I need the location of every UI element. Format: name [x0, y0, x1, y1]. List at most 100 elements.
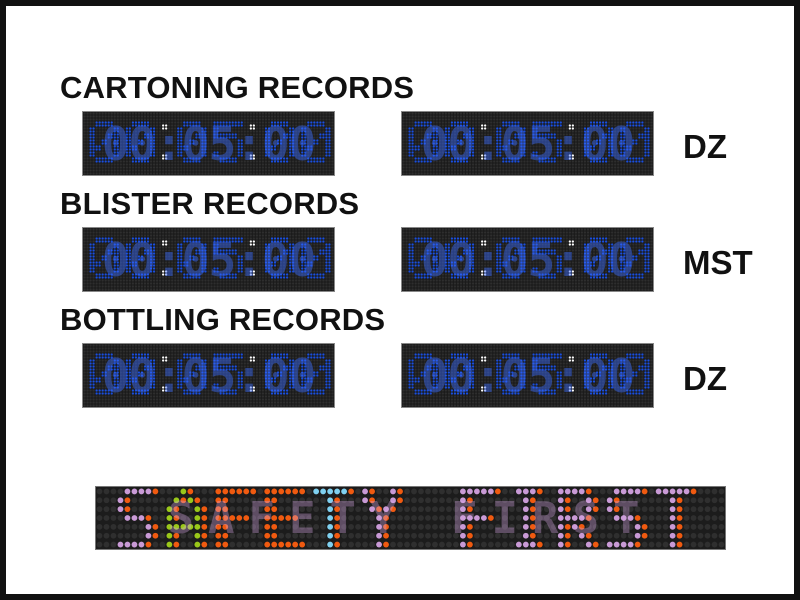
- lit-dot: [152, 255, 156, 258]
- lit-dot: [186, 377, 189, 380]
- lit-dot: [417, 377, 420, 380]
- lit-dot: [623, 139, 626, 142]
- lit-dot: [186, 121, 189, 124]
- lit-dot: [152, 145, 156, 148]
- lit-dot: [165, 386, 168, 389]
- lit-dot: [608, 258, 611, 261]
- lit-dot: [149, 246, 153, 249]
- lit-dot: [131, 121, 135, 124]
- lit-dot: [304, 365, 307, 368]
- lit-dot: [186, 240, 189, 243]
- lit-dot: [204, 267, 207, 270]
- lit-dot: [267, 383, 271, 386]
- lit-dot: [267, 267, 271, 270]
- lit-dot: [629, 276, 632, 279]
- lit-dot: [101, 392, 104, 395]
- lit-dot: [487, 515, 494, 521]
- lit-dot: [620, 371, 623, 374]
- lit-dot: [538, 133, 541, 136]
- lit-dot: [325, 145, 328, 148]
- lit-dot: [414, 124, 417, 127]
- lit-dot: [627, 488, 634, 495]
- lit-dot: [541, 353, 544, 356]
- lit-dot: [270, 353, 274, 356]
- lit-dot: [553, 368, 556, 371]
- lit-dot: [201, 246, 204, 249]
- lit-dot: [423, 273, 426, 276]
- lit-dot: [231, 353, 234, 356]
- lit-dot: [110, 389, 113, 392]
- lit-dot: [620, 136, 623, 139]
- lit-dot: [194, 532, 201, 539]
- lit-dot: [177, 142, 180, 145]
- lit-dot: [264, 365, 268, 368]
- lit-dot: [435, 255, 438, 258]
- lit-dot: [544, 121, 547, 124]
- lit-dot: [137, 160, 141, 163]
- lit-dot: [107, 124, 110, 127]
- lit-dot: [608, 377, 611, 380]
- lit-dot: [301, 154, 304, 157]
- lit-dot: [676, 506, 683, 513]
- lit-dot: [194, 506, 201, 513]
- lit-dot: [289, 133, 292, 136]
- lit-dot: [116, 365, 119, 368]
- lit-dot: [134, 380, 138, 383]
- lit-dot: [152, 365, 156, 368]
- lit-dot: [222, 276, 225, 279]
- lit-dot: [152, 383, 156, 386]
- lit-dot: [149, 136, 153, 139]
- lit-dot: [116, 252, 119, 255]
- lit-dot: [376, 532, 382, 539]
- lit-dot: [116, 136, 119, 139]
- lit-dot: [231, 276, 234, 279]
- lit-dot: [325, 258, 328, 261]
- lit-dot: [201, 252, 204, 255]
- lit-dot: [444, 154, 447, 157]
- lit-dot: [620, 127, 623, 130]
- lit-dot: [514, 276, 517, 279]
- lit-dot: [240, 356, 243, 359]
- lit-dot: [538, 249, 541, 252]
- lit-dot: [228, 389, 231, 392]
- lit-dot: [149, 255, 153, 258]
- lit-dot: [273, 148, 277, 151]
- lit-dot: [435, 154, 438, 157]
- lit-dot: [557, 523, 564, 530]
- lit-dot: [285, 365, 289, 368]
- lit-dot: [556, 383, 559, 386]
- lit-dot: [237, 371, 240, 374]
- lit-dot: [180, 488, 187, 495]
- lit-dot: [237, 380, 240, 383]
- lit-dot: [98, 148, 101, 151]
- lit-dot: [319, 136, 322, 139]
- lit-dot: [137, 371, 141, 374]
- lit-dot: [453, 276, 457, 279]
- lit-dot: [480, 273, 484, 276]
- lit-dot: [128, 368, 132, 371]
- lit-dot: [641, 124, 644, 127]
- lit-dot: [307, 157, 310, 160]
- lit-dot: [426, 237, 429, 240]
- lit-dot: [426, 240, 429, 243]
- lit-dot: [92, 145, 95, 148]
- lit-dot: [632, 139, 635, 142]
- lit-dot: [192, 356, 195, 359]
- lit-dot: [92, 255, 95, 258]
- lit-dot: [301, 374, 304, 377]
- lit-dot: [128, 255, 132, 258]
- lit-dot: [586, 368, 590, 371]
- lit-dot: [568, 154, 571, 157]
- lit-dot: [161, 240, 165, 243]
- lit-dot: [571, 270, 575, 273]
- lit-dot: [532, 124, 535, 127]
- lit-dot: [219, 160, 222, 163]
- lit-dot: [644, 362, 647, 365]
- lit-dot: [414, 353, 417, 356]
- lit-dot: [334, 497, 341, 504]
- lit-dot: [322, 365, 325, 368]
- lit-dot: [520, 142, 523, 145]
- lit-dot: [423, 237, 426, 240]
- lit-dot: [450, 148, 454, 151]
- lit-dot: [107, 356, 110, 359]
